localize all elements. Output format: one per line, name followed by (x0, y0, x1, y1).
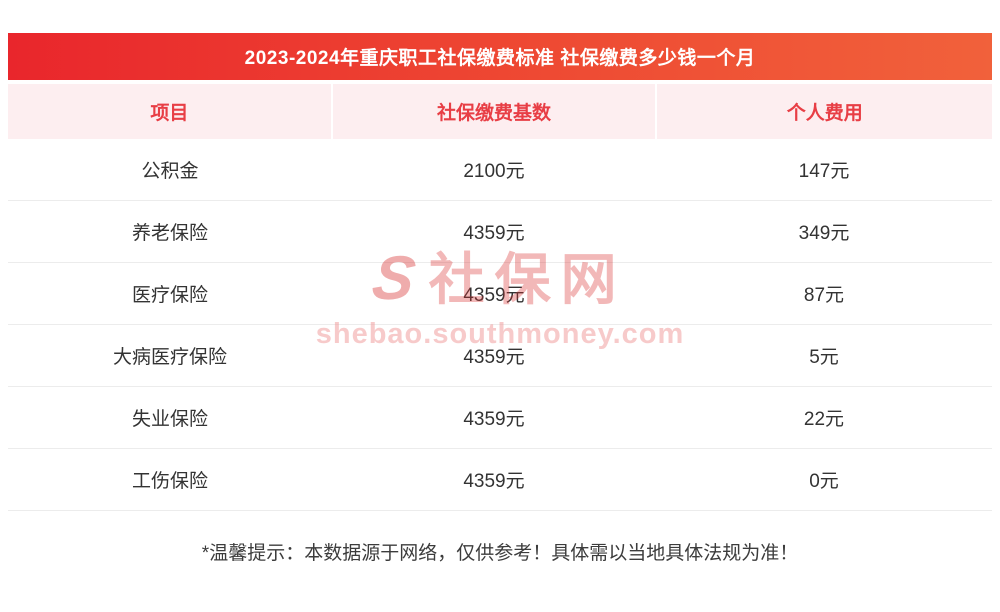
cell-personal: 0元 (809, 471, 839, 492)
cell-base: 4359元 (463, 471, 525, 492)
page-title: 2023-2024年重庆职工社保缴费标准 社保缴费多少钱一个月 (244, 48, 756, 69)
cell-item: 公积金 (141, 161, 199, 182)
cell-item: 医疗保险 (131, 285, 208, 306)
title-bar: 2023-2024年重庆职工社保缴费标准 社保缴费多少钱一个月 (8, 33, 992, 80)
table-row: 养老保险 4359元 349元 (8, 201, 992, 263)
cell-personal: 22元 (803, 409, 845, 430)
header-cell-item: 项目 (8, 84, 331, 139)
header-cell-personal: 个人费用 (655, 84, 993, 139)
table-row: 公积金 2100元 147元 (8, 139, 992, 201)
table-row: 工伤保险 4359元 0元 (8, 449, 992, 511)
cell-base: 4359元 (463, 409, 525, 430)
table-header-row: 项目 社保缴费基数 个人费用 (8, 84, 993, 139)
cell-base: 4359元 (463, 223, 525, 244)
table-row: 医疗保险 4359元 87元 (8, 263, 992, 325)
cell-personal: 87元 (803, 285, 845, 306)
header-cell-base: 社保缴费基数 (330, 84, 656, 139)
table-row: 失业保险 4359元 22元 (8, 387, 992, 449)
cell-base: 2100元 (463, 161, 525, 182)
cell-personal: 147元 (798, 161, 850, 182)
cell-item: 工伤保险 (131, 471, 208, 492)
cell-item: 失业保险 (131, 409, 208, 430)
cell-base: 4359元 (463, 347, 525, 368)
cell-personal: 5元 (809, 347, 839, 368)
table-row: 大病医疗保险 4359元 5元 (8, 325, 992, 387)
footnote: *温馨提示：本数据源于网络，仅供参考！具体需以当地具体法规为准！ (201, 543, 799, 564)
cell-item: 养老保险 (131, 223, 208, 244)
cell-personal: 349元 (798, 223, 850, 244)
cell-base: 4359元 (463, 285, 525, 306)
social-security-table: 2023-2024年重庆职工社保缴费标准 社保缴费多少钱一个月 项目 社保缴费基… (8, 33, 993, 565)
cell-item: 大病医疗保险 (112, 347, 227, 368)
